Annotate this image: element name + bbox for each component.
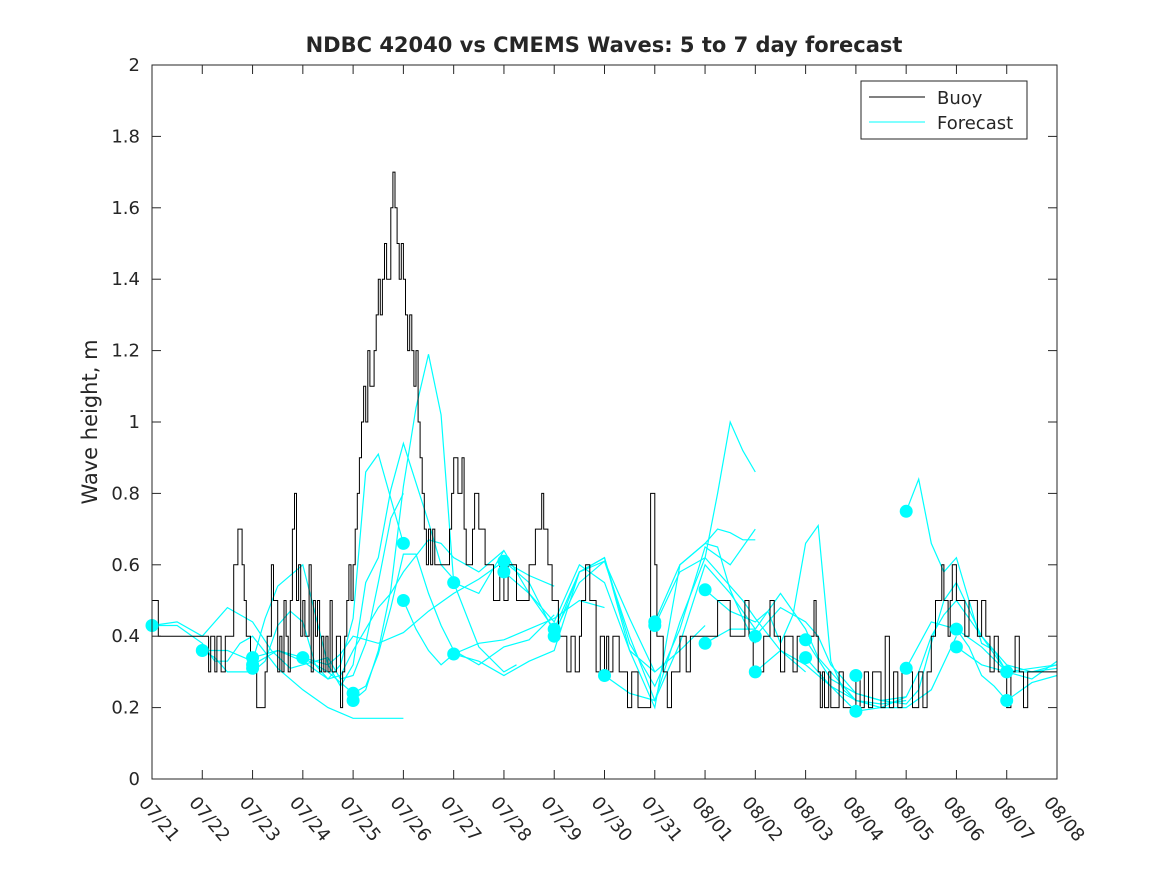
forecast-marker xyxy=(949,640,963,654)
y-tick-label: 0.4 xyxy=(111,626,140,647)
forecast-marker xyxy=(346,694,360,707)
forecast-marker xyxy=(396,536,410,550)
legend-buoy-label: Buoy xyxy=(937,88,983,109)
forecast-marker xyxy=(849,669,863,682)
forecast-line xyxy=(654,528,756,623)
y-tick-label: 0 xyxy=(129,769,140,790)
y-tick-label: 0.2 xyxy=(111,698,140,719)
forecast-line xyxy=(152,624,404,719)
forecast-marker xyxy=(195,644,209,657)
series-layer xyxy=(145,171,1058,719)
forecast-marker xyxy=(899,504,913,518)
forecast-marker xyxy=(246,661,260,675)
forecast-marker xyxy=(296,651,310,665)
forecast-marker xyxy=(447,647,461,661)
forecast-line xyxy=(654,556,806,673)
forecast-marker xyxy=(547,629,561,643)
legend-forecast-label: Forecast xyxy=(937,113,1013,134)
forecast-marker xyxy=(799,633,813,647)
forecast-line xyxy=(905,621,1058,680)
y-tick-label: 1.2 xyxy=(111,341,140,362)
forecast-marker xyxy=(648,619,662,632)
y-tick-label: 0.8 xyxy=(111,483,140,504)
forecast-marker xyxy=(1000,694,1014,707)
forecast-marker xyxy=(899,661,913,675)
forecast-marker xyxy=(1000,665,1014,679)
forecast-marker xyxy=(497,554,511,568)
forecast-line xyxy=(202,441,455,688)
forecast-line xyxy=(453,560,656,677)
legend: Buoy Forecast xyxy=(860,80,1028,140)
y-tick-label: 0.6 xyxy=(111,555,140,576)
forecast-marker xyxy=(598,669,611,682)
y-tick-label: 1.4 xyxy=(111,269,140,290)
chart-title: NDBC 42040 vs CMEMS Waves: 5 to 7 day fo… xyxy=(306,33,903,57)
y-tick-label: 2 xyxy=(129,55,140,76)
forecast-marker xyxy=(799,651,813,665)
forecast-marker xyxy=(748,629,762,643)
forecast-line xyxy=(352,354,517,701)
forecast-marker xyxy=(396,594,410,607)
forecast-marker xyxy=(497,565,511,579)
forecast-line xyxy=(402,599,605,666)
forecast-marker xyxy=(447,576,461,590)
forecast-marker xyxy=(698,583,712,597)
forecast-marker xyxy=(849,704,863,718)
forecast-line xyxy=(503,560,756,703)
y-tick-label: 1.8 xyxy=(111,126,140,147)
y-tick-label: 1.6 xyxy=(111,198,140,219)
y-axis-label: Wave height, m xyxy=(78,339,102,504)
legend-box xyxy=(860,80,1028,140)
forecast-marker xyxy=(949,622,963,636)
forecast-line xyxy=(955,628,1058,702)
forecast-marker xyxy=(698,636,712,650)
y-tick-label: 1 xyxy=(129,412,140,433)
forecast-marker xyxy=(748,665,762,679)
